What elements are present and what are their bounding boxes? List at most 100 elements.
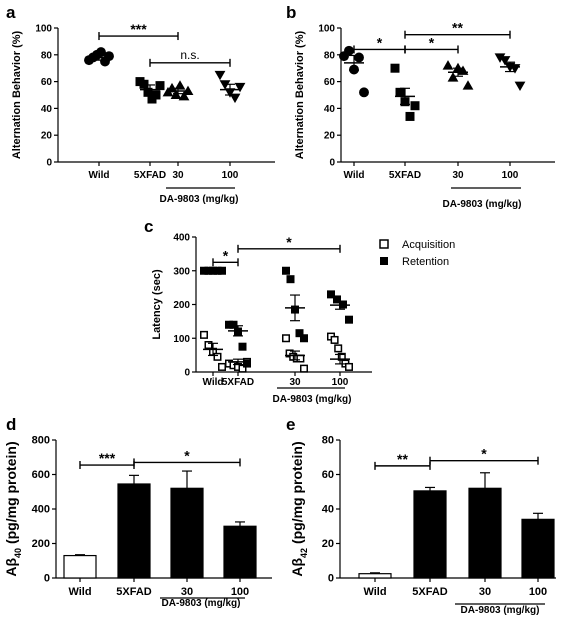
panel-letter-e: e bbox=[286, 415, 295, 434]
data-point bbox=[225, 320, 233, 329]
x-tick-label: 5XFAD bbox=[134, 170, 166, 181]
y-tick-label: 0 bbox=[329, 158, 335, 169]
data-point bbox=[345, 362, 353, 371]
y-tick-label: 0 bbox=[184, 368, 190, 379]
y-axis-label: Alternation Behavior (%) bbox=[294, 30, 306, 159]
drug-label-b: DA-9803 (mg/kg) bbox=[443, 199, 522, 210]
chart-d: 0 200 400 600 800 Wild 5XFAD 30 100 Aβ40 (pg/mg p… bbox=[3, 435, 272, 598]
x-tick-label: 30 bbox=[289, 377, 301, 388]
data-point bbox=[282, 334, 290, 343]
y-tick-label: 20 bbox=[322, 538, 334, 550]
x-tick-label: Wild bbox=[68, 586, 91, 598]
drug-label-e: DA-9803 (mg/kg) bbox=[461, 605, 540, 616]
x-tick-label: 100 bbox=[222, 170, 239, 181]
panel-c: c DA-9803 (mg/kg) 0 100 200 300 400 Wild5XFAD… bbox=[144, 217, 455, 405]
y-tick-label: 0 bbox=[44, 573, 50, 585]
significance-label: * bbox=[286, 234, 292, 250]
data-point bbox=[234, 82, 246, 93]
data-point bbox=[219, 80, 231, 90]
data-point bbox=[354, 52, 364, 63]
bar bbox=[170, 487, 204, 579]
y-tick-label: 200 bbox=[173, 300, 190, 311]
y-tick-label: 100 bbox=[35, 24, 52, 35]
y-tick-label: 400 bbox=[173, 233, 190, 244]
data-point bbox=[139, 79, 149, 89]
x-tick-label: Wild bbox=[363, 586, 386, 598]
bar bbox=[358, 573, 392, 579]
x-tick-label: 100 bbox=[529, 586, 547, 598]
x-tick-label: 30 bbox=[181, 586, 193, 598]
panel-letter-d: d bbox=[6, 415, 16, 434]
data-point bbox=[218, 362, 226, 371]
data-point bbox=[213, 352, 222, 361]
data-point bbox=[359, 87, 369, 98]
data-point bbox=[327, 290, 335, 299]
data-point bbox=[286, 275, 295, 284]
y-tick-label: 40 bbox=[324, 104, 336, 115]
significance-label: *** bbox=[99, 450, 116, 466]
panel-letter-c: c bbox=[144, 217, 153, 236]
data-point bbox=[410, 101, 420, 111]
data-point bbox=[462, 80, 474, 90]
data-point bbox=[295, 329, 304, 338]
significance-label: * bbox=[377, 34, 383, 50]
drug-label-d: DA-9803 (mg/kg) bbox=[162, 598, 241, 609]
data-point bbox=[155, 81, 165, 91]
panel-e: e DA-9803 (mg/kg) 0 20 40 60 80 Wild 5XFAD 30 10… bbox=[286, 415, 556, 616]
data-point bbox=[229, 320, 238, 329]
y-tick-label: 100 bbox=[173, 334, 190, 345]
y-tick-label: 20 bbox=[324, 131, 336, 142]
data-point bbox=[499, 56, 511, 66]
panel-b: b DA-9803 (mg/kg) 0 20 40 60 80 100 Wild 5XFAD 3… bbox=[286, 3, 555, 210]
legend-label-retention: Retention bbox=[402, 256, 449, 268]
significance-label: n.s. bbox=[180, 48, 199, 62]
y-tick-label: 40 bbox=[41, 104, 53, 115]
chart-b: 0 20 40 60 80 100 Wild 5XFAD 30 100 Alternation Be… bbox=[294, 20, 555, 181]
data-point bbox=[300, 334, 308, 343]
significance-label: * bbox=[184, 447, 190, 463]
x-tick-label: Wild bbox=[202, 377, 223, 388]
x-tick-label: 100 bbox=[231, 586, 249, 598]
y-tick-label: 40 bbox=[322, 504, 334, 516]
data-point bbox=[166, 82, 178, 93]
data-point bbox=[104, 51, 114, 62]
data-point bbox=[204, 341, 213, 349]
bar bbox=[521, 518, 555, 579]
x-tick-label: 5XFAD bbox=[222, 377, 254, 388]
y-tick-label: 600 bbox=[32, 469, 50, 481]
data-point bbox=[229, 93, 241, 104]
x-tick-label: Wild bbox=[88, 170, 109, 181]
bar bbox=[63, 554, 97, 579]
bar bbox=[468, 487, 502, 579]
data-point bbox=[330, 335, 339, 344]
drug-label-c: DA-9803 (mg/kg) bbox=[273, 394, 352, 405]
legend-label-acquisition: Acquisition bbox=[402, 239, 455, 251]
panel-letter-b: b bbox=[286, 3, 296, 22]
data-point bbox=[238, 364, 247, 373]
data-point bbox=[282, 266, 290, 275]
significance-label: * bbox=[223, 247, 229, 263]
y-tick-label: 60 bbox=[324, 77, 336, 88]
data-point bbox=[334, 344, 343, 353]
y-tick-label: 80 bbox=[324, 50, 336, 61]
legend-marker-retention bbox=[380, 257, 388, 265]
legend-marker-acquisition bbox=[379, 239, 389, 249]
y-tick-label: 20 bbox=[41, 131, 53, 142]
y-tick-label: 200 bbox=[32, 538, 50, 550]
x-tick-label: 5XFAD bbox=[412, 586, 448, 598]
y-tick-label: 100 bbox=[318, 24, 335, 35]
panel-letter-a: a bbox=[6, 3, 16, 22]
y-tick-label: 60 bbox=[322, 469, 334, 481]
y-axis-label: Latency (sec) bbox=[151, 269, 163, 340]
data-point bbox=[174, 80, 186, 90]
bar bbox=[117, 483, 151, 579]
data-point bbox=[200, 330, 208, 339]
data-point bbox=[447, 72, 459, 82]
x-tick-label: 5XFAD bbox=[116, 586, 152, 598]
data-point bbox=[333, 295, 341, 304]
y-tick-label: 80 bbox=[322, 435, 334, 447]
significance-label: ** bbox=[397, 451, 408, 467]
data-point bbox=[395, 87, 405, 97]
y-tick-label: 800 bbox=[32, 435, 50, 447]
